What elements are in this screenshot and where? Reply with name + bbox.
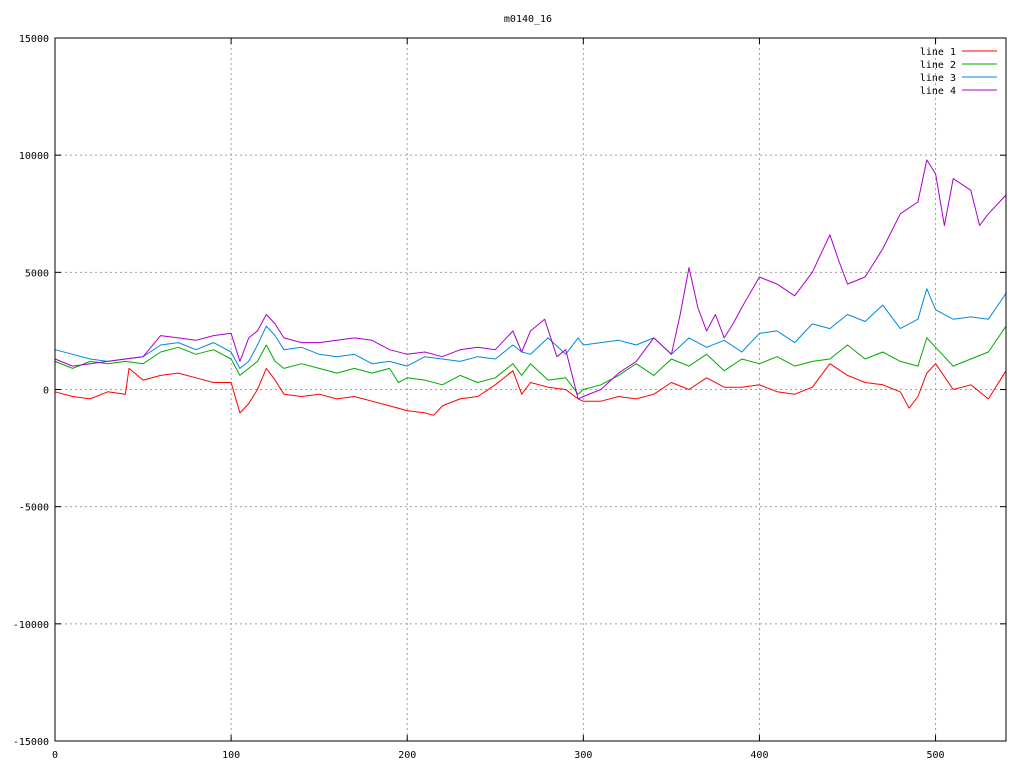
legend-label: line 2 <box>920 60 956 71</box>
y-tick-label: 10000 <box>19 151 49 162</box>
legend-label: line 1 <box>920 47 956 58</box>
y-tick-label: 0 <box>43 386 49 397</box>
y-tick-label: -10000 <box>13 620 49 631</box>
legend: line 1 line 2 line 3 line 4 <box>920 47 997 97</box>
chart-title: m0140_16 <box>504 14 552 25</box>
series-line-1 <box>54 363 1007 416</box>
grid-lines <box>55 38 1006 741</box>
series-line-2 <box>54 325 1007 395</box>
x-tick-label: 200 <box>398 750 416 761</box>
x-tick-label: 100 <box>222 750 240 761</box>
y-tick-label: -15000 <box>13 737 49 748</box>
legend-label: line 4 <box>920 86 956 97</box>
x-tick-label: 500 <box>927 750 945 761</box>
series-line-3 <box>54 288 1007 369</box>
y-tick-label: 15000 <box>19 34 49 45</box>
x-tick-label: 400 <box>750 750 768 761</box>
legend-label: line 3 <box>920 73 956 84</box>
y-tick-label: 5000 <box>25 268 49 279</box>
series-lines <box>54 159 1007 416</box>
x-tick-label: 300 <box>574 750 592 761</box>
x-tick-label: 0 <box>52 750 58 761</box>
y-tick-label: -5000 <box>19 503 49 514</box>
series-line-4 <box>54 159 1007 400</box>
